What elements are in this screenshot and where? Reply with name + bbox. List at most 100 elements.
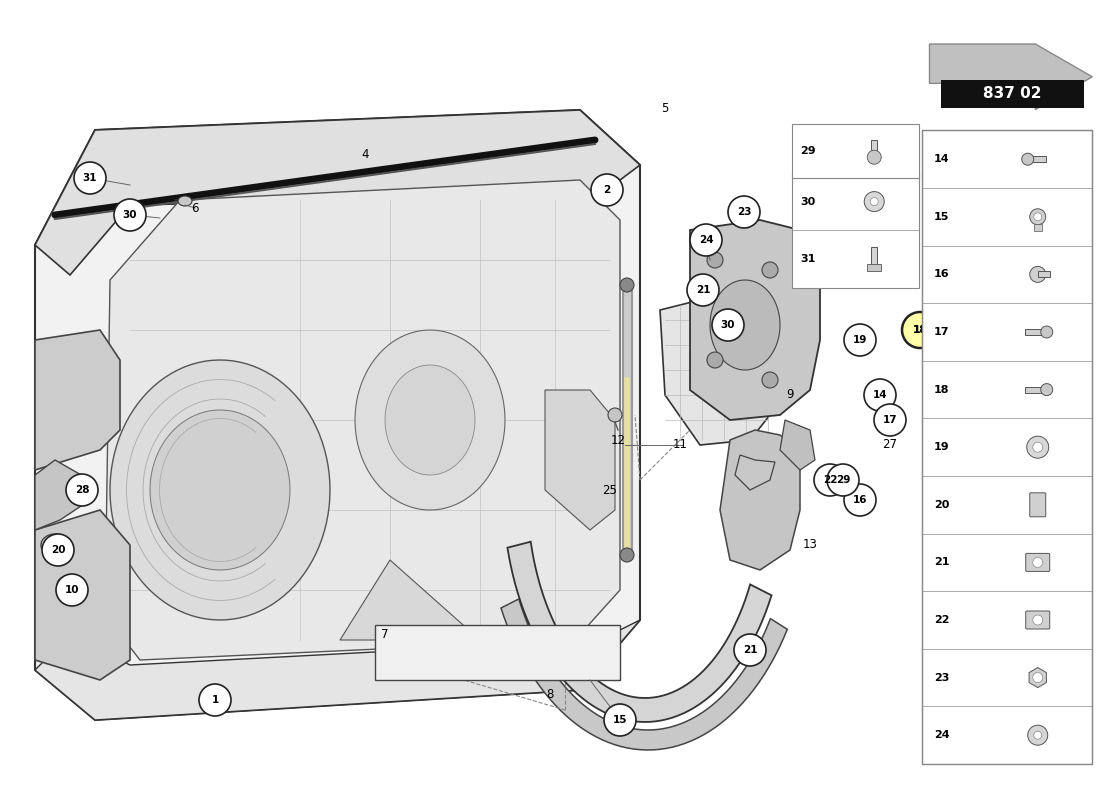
- Polygon shape: [35, 110, 640, 275]
- Polygon shape: [1030, 156, 1046, 162]
- Circle shape: [712, 309, 744, 341]
- Circle shape: [1033, 615, 1043, 625]
- Circle shape: [74, 162, 106, 194]
- Circle shape: [844, 484, 876, 516]
- Polygon shape: [1034, 224, 1042, 230]
- Polygon shape: [35, 460, 90, 530]
- Text: 837 02: 837 02: [983, 86, 1042, 102]
- Polygon shape: [375, 625, 620, 680]
- Polygon shape: [940, 80, 1085, 108]
- Polygon shape: [35, 620, 640, 720]
- Circle shape: [199, 684, 231, 716]
- Polygon shape: [792, 173, 918, 288]
- Text: 3: 3: [814, 169, 822, 182]
- Text: 20: 20: [934, 500, 949, 510]
- Circle shape: [1030, 266, 1046, 282]
- Polygon shape: [871, 247, 877, 266]
- Text: 21: 21: [742, 645, 757, 655]
- Polygon shape: [710, 280, 780, 370]
- Text: 21: 21: [695, 285, 711, 295]
- Text: 18: 18: [934, 385, 949, 394]
- Text: 16: 16: [852, 495, 867, 505]
- Circle shape: [1033, 673, 1043, 682]
- Circle shape: [688, 274, 719, 306]
- Text: 31: 31: [800, 254, 815, 264]
- Text: 17: 17: [934, 327, 949, 337]
- Text: 5: 5: [661, 102, 669, 114]
- Text: 24: 24: [698, 235, 713, 245]
- Circle shape: [870, 198, 878, 206]
- Ellipse shape: [178, 196, 192, 206]
- Text: 22: 22: [823, 475, 837, 485]
- Circle shape: [844, 324, 876, 356]
- Circle shape: [1034, 731, 1042, 739]
- Text: 19: 19: [852, 335, 867, 345]
- Text: 1: 1: [211, 695, 219, 705]
- Circle shape: [620, 548, 634, 562]
- Text: 8: 8: [547, 689, 553, 702]
- Polygon shape: [871, 140, 877, 155]
- Polygon shape: [500, 599, 788, 750]
- Text: 7: 7: [382, 629, 388, 642]
- FancyBboxPatch shape: [867, 264, 881, 271]
- Circle shape: [874, 404, 906, 436]
- Text: 30: 30: [720, 320, 735, 330]
- Text: 15: 15: [613, 715, 627, 725]
- Text: 17: 17: [882, 415, 898, 425]
- Text: 30: 30: [123, 210, 138, 220]
- Circle shape: [814, 464, 846, 496]
- Text: 6: 6: [191, 202, 199, 214]
- Polygon shape: [1030, 667, 1046, 688]
- Polygon shape: [792, 124, 918, 178]
- Circle shape: [904, 314, 936, 346]
- Circle shape: [864, 379, 896, 411]
- Text: 30: 30: [800, 197, 815, 206]
- Ellipse shape: [608, 408, 622, 422]
- Circle shape: [707, 352, 723, 368]
- Circle shape: [1027, 726, 1047, 746]
- Polygon shape: [720, 430, 800, 570]
- Circle shape: [42, 534, 74, 566]
- Circle shape: [1041, 326, 1053, 338]
- Polygon shape: [385, 365, 475, 475]
- Circle shape: [1041, 384, 1053, 396]
- Text: 11: 11: [672, 438, 688, 451]
- Circle shape: [902, 312, 938, 348]
- Polygon shape: [340, 560, 480, 640]
- Text: 13: 13: [803, 538, 817, 551]
- Polygon shape: [355, 330, 505, 510]
- Polygon shape: [35, 330, 120, 470]
- Circle shape: [707, 252, 723, 268]
- Text: 24: 24: [934, 730, 949, 740]
- Text: 21: 21: [934, 558, 949, 567]
- Circle shape: [1026, 436, 1048, 458]
- Circle shape: [1030, 209, 1046, 225]
- Polygon shape: [780, 420, 815, 470]
- Polygon shape: [507, 542, 771, 722]
- Polygon shape: [110, 360, 330, 620]
- Text: 18: 18: [913, 325, 927, 335]
- Circle shape: [734, 634, 766, 666]
- Polygon shape: [930, 44, 1092, 110]
- Circle shape: [1022, 154, 1034, 166]
- Circle shape: [865, 192, 884, 212]
- Circle shape: [728, 196, 760, 228]
- Text: 18: 18: [912, 325, 927, 335]
- Circle shape: [867, 150, 881, 164]
- Text: 31: 31: [82, 173, 97, 183]
- Text: 15: 15: [934, 212, 949, 222]
- Text: 14: 14: [872, 390, 888, 400]
- Text: 10: 10: [65, 585, 79, 595]
- Text: 16: 16: [934, 270, 949, 279]
- Circle shape: [762, 372, 778, 388]
- Circle shape: [1033, 442, 1043, 452]
- Text: 14: 14: [934, 154, 949, 164]
- Text: 22: 22: [934, 615, 949, 625]
- Circle shape: [1034, 213, 1042, 221]
- Polygon shape: [1025, 386, 1046, 393]
- FancyBboxPatch shape: [1025, 611, 1049, 629]
- Polygon shape: [1025, 329, 1046, 335]
- Polygon shape: [150, 410, 290, 570]
- Polygon shape: [35, 110, 640, 720]
- Text: 29: 29: [800, 146, 815, 156]
